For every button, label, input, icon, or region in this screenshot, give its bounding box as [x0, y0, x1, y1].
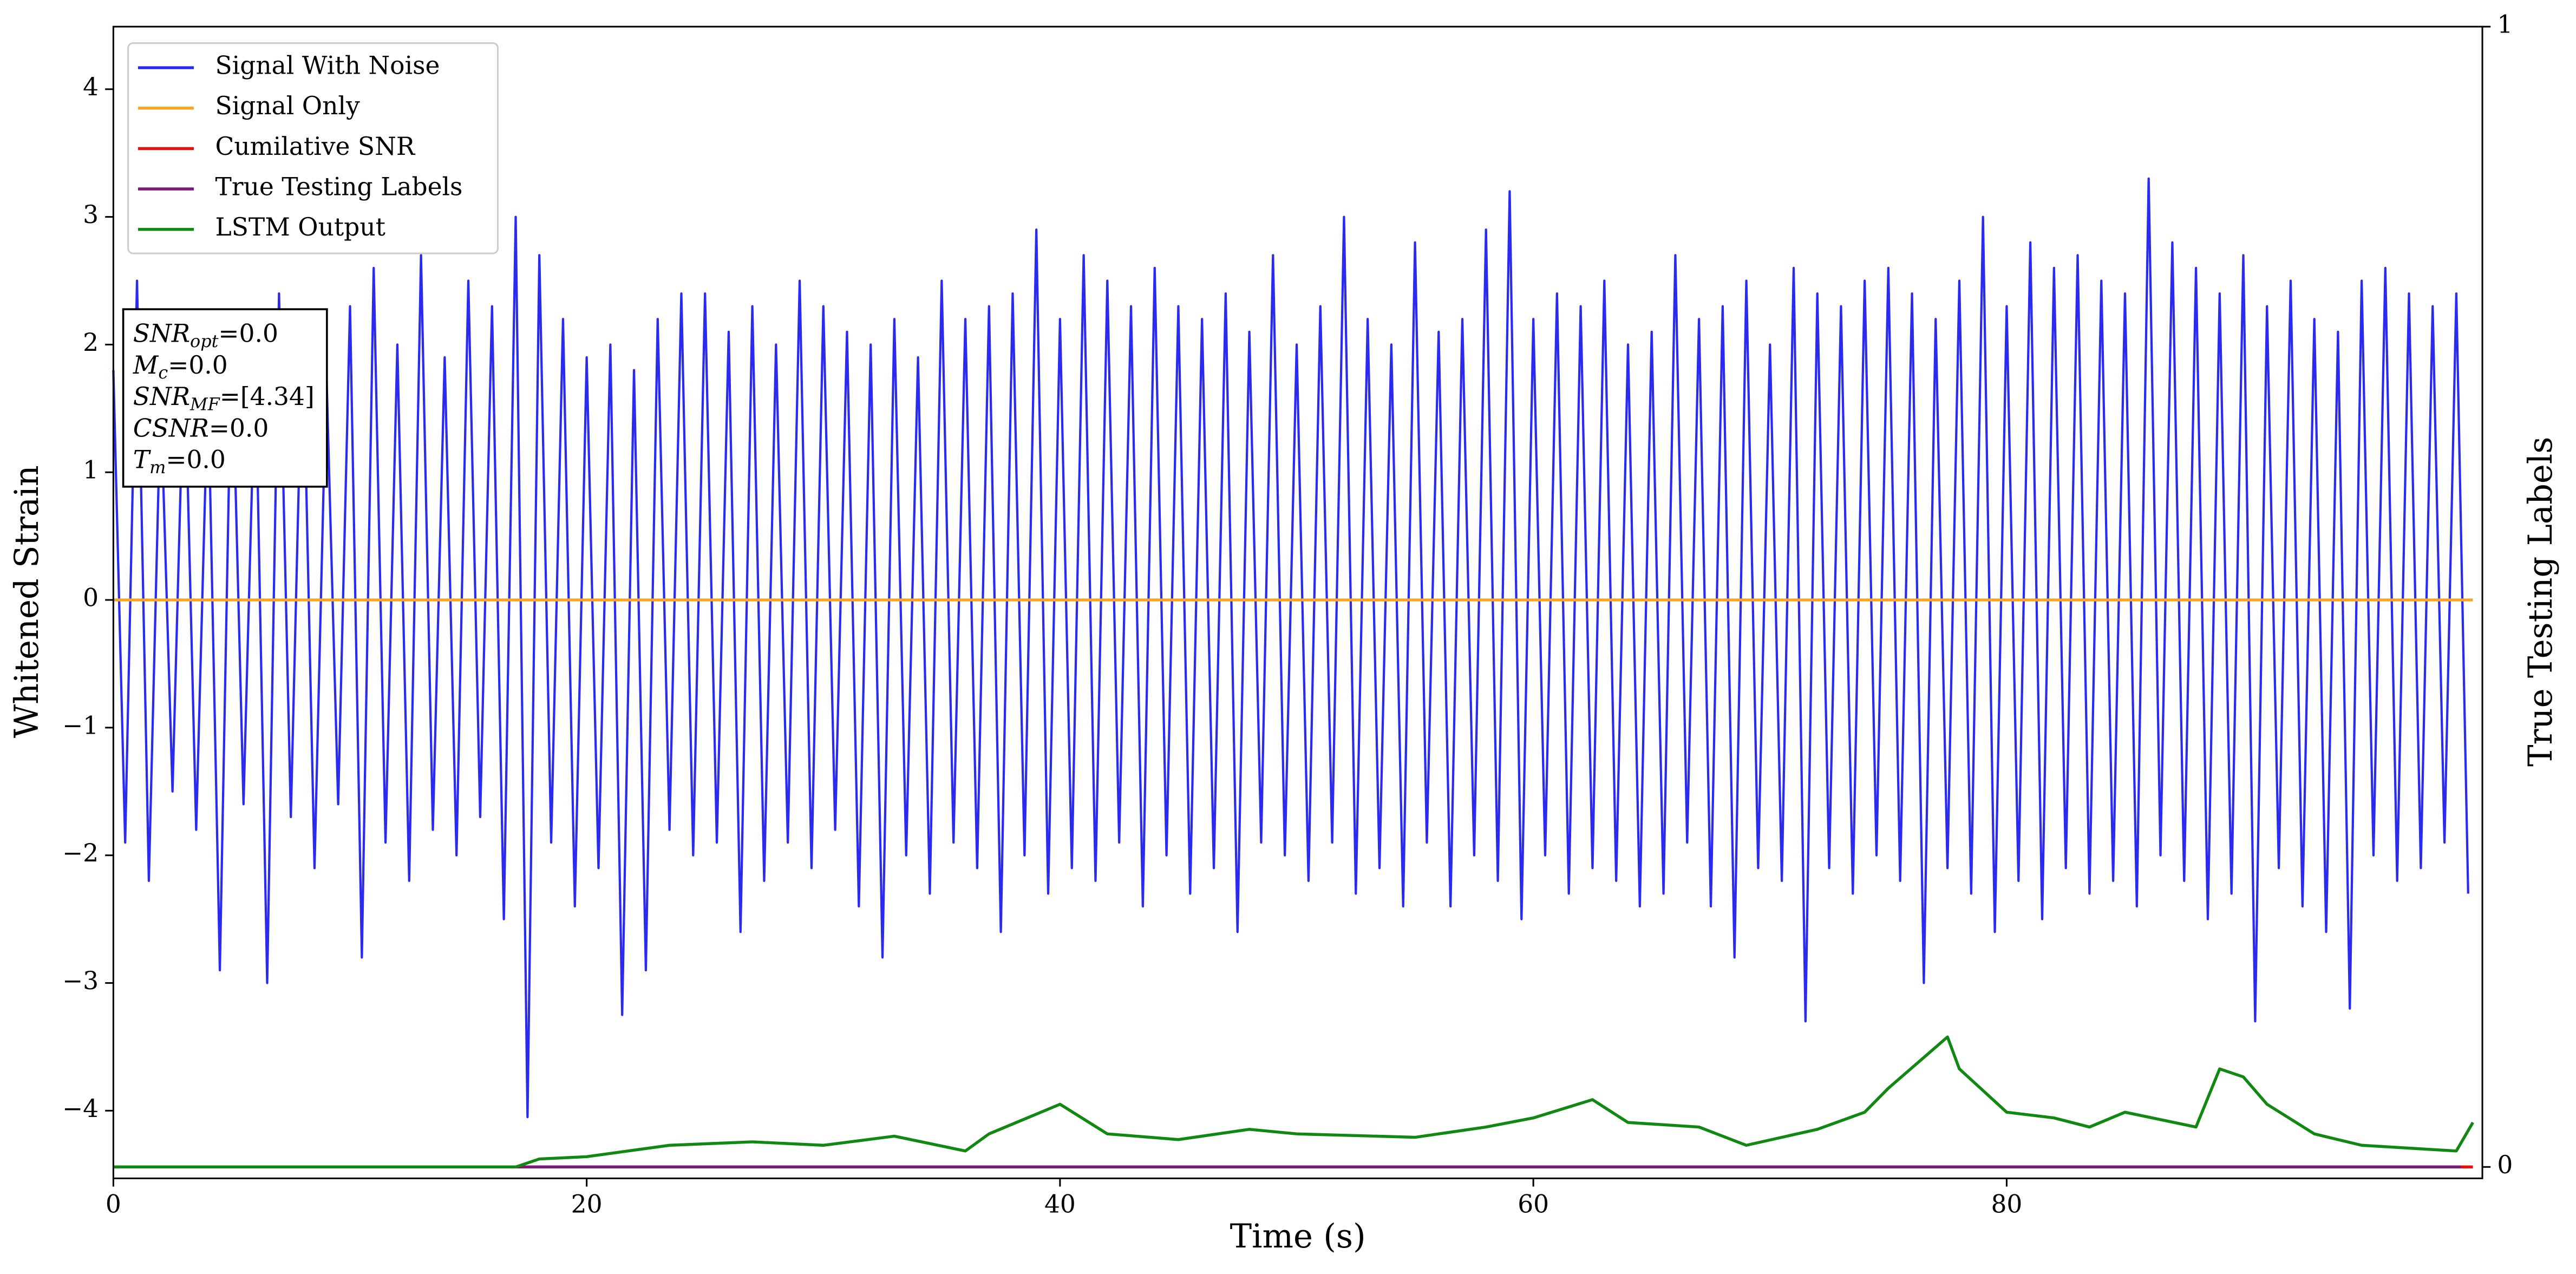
- legend-label: Signal With Noise: [215, 51, 440, 80]
- x-tick-label: 0: [106, 1190, 121, 1218]
- y-tick-label: 3: [83, 200, 99, 229]
- y-axis-label: Whitened Strain: [8, 465, 46, 738]
- annotation-line: CSNR=0.0: [133, 414, 269, 442]
- y-tick-label: −4: [62, 1094, 99, 1123]
- annotation-rest: =[4.34]: [220, 382, 315, 411]
- annotation-rest: =0.0: [209, 414, 269, 442]
- y-tick-label: −2: [62, 839, 99, 867]
- y-tick-label: −1: [62, 711, 99, 740]
- legend: Signal With Noise Signal Only Cumilative S…: [127, 42, 499, 254]
- y2-tick-label: 1: [2497, 10, 2513, 39]
- annotation-line: SNRopt=0.0: [133, 319, 278, 351]
- annotation-base: T: [133, 445, 152, 474]
- y2-axis-label: True Testing Labels: [2522, 437, 2560, 767]
- y-tick-label: −3: [62, 966, 99, 995]
- legend-label: Cumilative SNR: [215, 132, 416, 161]
- annotation-base: M: [133, 350, 159, 379]
- x-tick-label: 20: [571, 1190, 603, 1218]
- x-tick-label: 60: [1518, 1190, 1549, 1218]
- legend-label: True Testing Labels: [215, 173, 463, 201]
- annotation-sub: MF: [189, 394, 221, 414]
- annotation-base: SNR: [133, 319, 190, 348]
- x-tick-label: 40: [1044, 1190, 1076, 1218]
- annotation-rest: =0.0: [168, 350, 227, 379]
- plot-area: [112, 177, 2474, 1169]
- plot-frame: [112, 25, 2483, 1179]
- annotation-box: [122, 308, 328, 488]
- annotation-sub: m: [149, 456, 166, 477]
- legend-label: Signal Only: [215, 92, 360, 120]
- annotation-base: CSNR: [133, 414, 209, 442]
- annotation-rest: =0.0: [166, 445, 225, 474]
- x-tick-label: 80: [1991, 1190, 2022, 1218]
- series-line: [112, 177, 2469, 1119]
- annotation-rest: =0.0: [218, 319, 278, 348]
- annotation-base: SNR: [133, 382, 190, 411]
- annotation-line: Mc=0.0: [133, 350, 228, 382]
- legend-label: LSTM Output: [215, 213, 385, 241]
- y-tick-label: 4: [83, 73, 99, 101]
- annotation-line: SNRMF=[4.34]: [133, 382, 315, 414]
- y2-tick-label: 0: [2497, 1151, 2513, 1179]
- y-tick-label: 0: [83, 584, 99, 612]
- series-line: [113, 1035, 2474, 1169]
- annotation-line: Tm=0.0: [133, 445, 226, 477]
- x-axis-label: Time (s): [1230, 1218, 1366, 1256]
- annotation: SNRopt=0.0Mc=0.0SNRMF=[4.34]CSNR=0.0Tm=0…: [122, 308, 328, 488]
- annotation-sub: c: [158, 362, 168, 383]
- y-tick-label: 2: [83, 328, 99, 357]
- y-tick-label: 1: [83, 456, 99, 485]
- annotation-sub: opt: [190, 330, 219, 351]
- legend-box: [127, 42, 499, 254]
